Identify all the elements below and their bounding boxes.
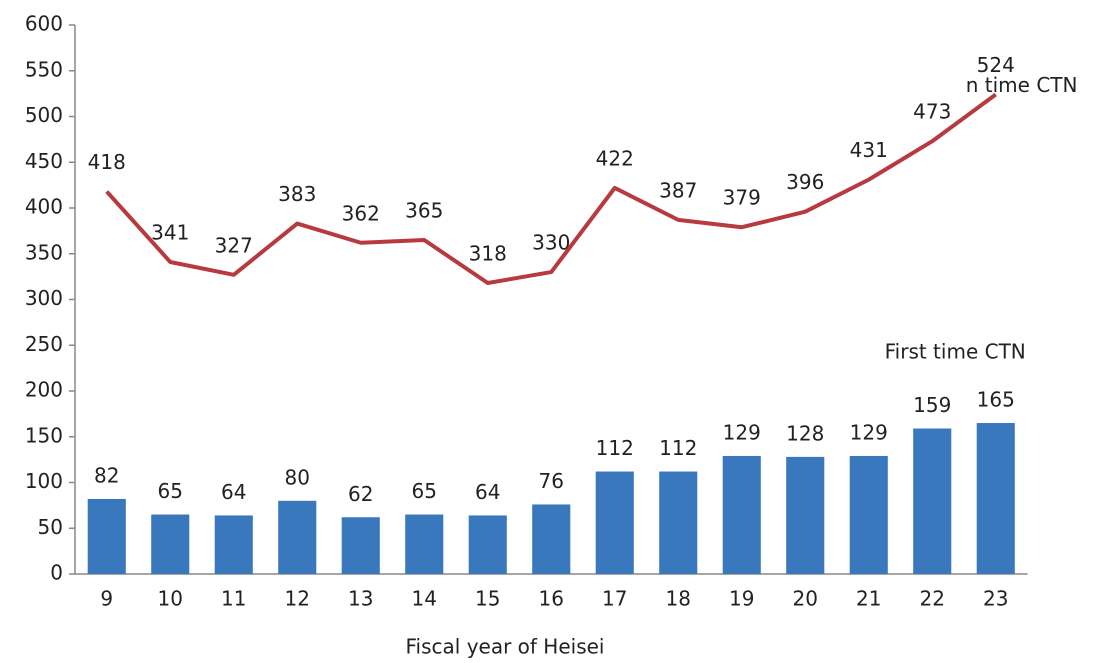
x-tick-label: 10 xyxy=(158,587,183,611)
x-tick-label: 9 xyxy=(100,587,113,611)
x-tick-label: 21 xyxy=(856,587,881,611)
data-label: 128 xyxy=(786,421,824,445)
x-tick-label: 14 xyxy=(412,587,437,611)
y-tick-label: 150 xyxy=(25,423,63,447)
data-label: 64 xyxy=(221,480,246,504)
data-label: 327 xyxy=(215,233,253,257)
bar xyxy=(214,515,253,574)
bar xyxy=(341,517,380,574)
y-tick-label: 500 xyxy=(25,103,63,127)
data-label: 362 xyxy=(342,201,380,225)
data-label: 387 xyxy=(659,178,697,202)
data-label: 341 xyxy=(151,220,189,244)
data-label: 422 xyxy=(596,146,634,170)
data-label: 165 xyxy=(977,388,1015,412)
x-tick-label: 19 xyxy=(729,587,754,611)
y-tick-label: 450 xyxy=(25,149,63,173)
y-tick-label: 400 xyxy=(25,195,63,219)
data-label: 379 xyxy=(723,186,761,210)
data-label: 64 xyxy=(475,480,500,504)
x-tick-label: 17 xyxy=(602,587,627,611)
data-label: 365 xyxy=(405,199,443,223)
data-label: 82 xyxy=(94,463,119,487)
bar xyxy=(151,514,190,574)
data-label: 62 xyxy=(348,482,373,506)
bar xyxy=(278,500,317,574)
line xyxy=(105,92,997,286)
x-tick-label: 12 xyxy=(285,587,310,611)
data-label: 473 xyxy=(913,100,951,124)
y-tick-label: 300 xyxy=(25,286,63,310)
series-label: First time CTN xyxy=(885,340,1026,364)
x-tick-label: 20 xyxy=(793,587,818,611)
data-label: 418 xyxy=(88,150,126,174)
data-label: 65 xyxy=(412,479,437,503)
bar xyxy=(659,471,698,574)
x-tick-label: 13 xyxy=(348,587,373,611)
data-label: 383 xyxy=(278,182,316,206)
bar xyxy=(532,504,571,574)
y-tick-label: 350 xyxy=(25,240,63,264)
data-label: 76 xyxy=(539,469,564,493)
data-label: 80 xyxy=(285,465,310,489)
bar xyxy=(87,498,126,574)
data-label: 112 xyxy=(659,436,697,460)
y-tick-label: 250 xyxy=(25,332,63,356)
x-tick-label: 18 xyxy=(666,587,691,611)
bar xyxy=(722,455,761,574)
bar xyxy=(595,471,634,574)
series-label: n time CTN xyxy=(966,73,1078,97)
data-label: 112 xyxy=(596,436,634,460)
x-tick-label: 11 xyxy=(221,587,246,611)
data-label: 330 xyxy=(532,231,570,255)
y-tick-label: 550 xyxy=(25,57,63,81)
bar xyxy=(468,515,507,574)
data-label: 159 xyxy=(913,393,951,417)
data-label: 65 xyxy=(158,479,183,503)
data-label: 431 xyxy=(850,138,888,162)
y-tick-label: 100 xyxy=(25,469,63,493)
bar xyxy=(786,456,825,574)
x-axis-label: Fiscal year of Heisei xyxy=(406,635,605,659)
x-tick-label: 22 xyxy=(920,587,945,611)
y-tick-label: 50 xyxy=(38,515,63,539)
x-tick-label: 23 xyxy=(983,587,1008,611)
data-label: 129 xyxy=(850,420,888,444)
x-tick-label: 15 xyxy=(475,587,500,611)
y-tick-label: 200 xyxy=(25,378,63,402)
data-label: 524 xyxy=(977,53,1015,77)
data-label: 318 xyxy=(469,242,507,266)
bar xyxy=(849,455,888,574)
x-tick-label: 16 xyxy=(539,587,564,611)
y-tick-label: 0 xyxy=(50,561,63,585)
bar xyxy=(976,423,1015,574)
bar xyxy=(405,514,444,574)
y-tick-label: 600 xyxy=(25,12,63,36)
data-label: 396 xyxy=(786,170,824,194)
bar xyxy=(913,428,952,574)
data-label: 129 xyxy=(723,420,761,444)
